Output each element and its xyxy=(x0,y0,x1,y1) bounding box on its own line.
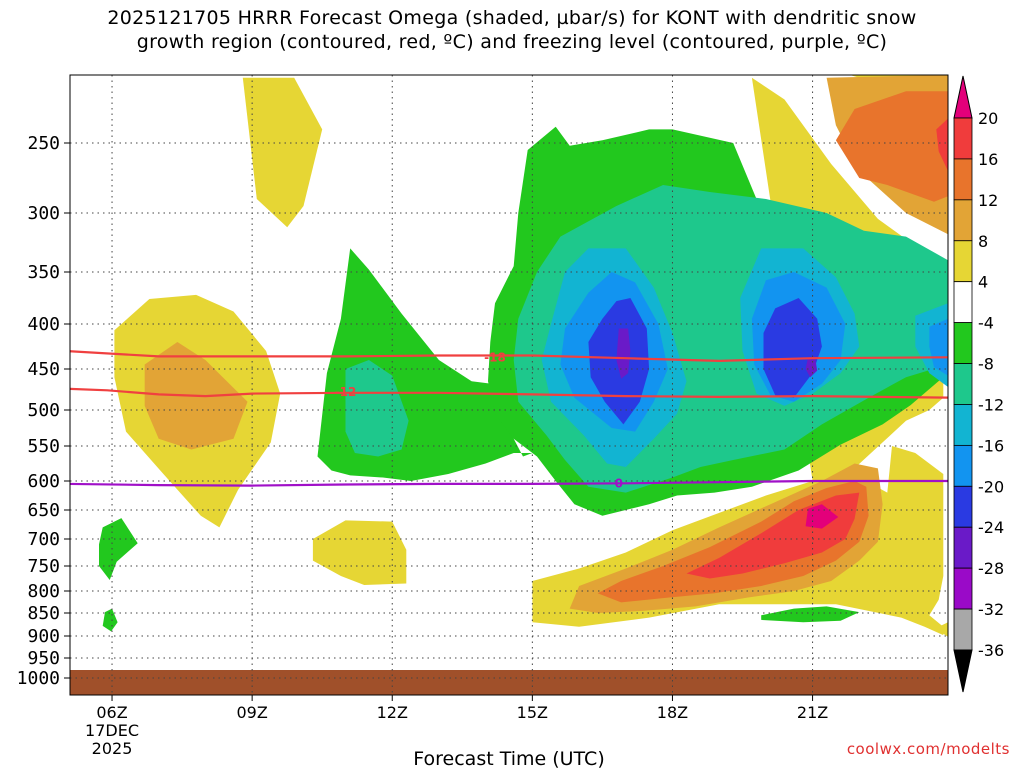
colorbar-segment-9 xyxy=(953,485,973,528)
x-tick-year-label: 2025 xyxy=(92,739,133,758)
y-tick-label-650: 650 xyxy=(27,500,60,521)
x-tick-label-06Z: 06Z xyxy=(96,703,127,722)
omega-region-green-27 xyxy=(99,518,138,580)
colorbar-label--24: -24 xyxy=(978,518,1004,537)
omega-region-yellow-0 xyxy=(242,77,323,228)
x-tick-label-18Z: 18Z xyxy=(657,703,688,722)
colorbar-segment-11 xyxy=(953,567,973,610)
omega-region-green-28 xyxy=(102,608,118,632)
x-tick-date-label: 17DEC xyxy=(85,721,139,740)
y-tick-label-1000: 1000 xyxy=(17,668,60,689)
colorbar-segment-0 xyxy=(953,117,973,160)
colorbar-segment-3 xyxy=(953,240,973,283)
omega-region-teal-5 xyxy=(345,360,409,457)
colorbar-label--20: -20 xyxy=(978,477,1004,496)
chart-title-line-1: 2025121705 HRRR Forecast Omega (shaded, … xyxy=(107,7,917,29)
colorbar-label-8: 8 xyxy=(978,232,988,251)
y-tick-label-800: 800 xyxy=(27,581,60,602)
x-tick-label-12Z: 12Z xyxy=(377,703,408,722)
contour-labels: -18 -12 0 xyxy=(335,350,623,490)
colorbar-segment-6 xyxy=(953,363,973,405)
y-tick-label-750: 750 xyxy=(27,556,60,577)
omega-region-purple-21 xyxy=(616,328,631,379)
colorbar-legend: 20 16 12 8 4 -4 -8 -12 -16 -20 -24 -28 -32 -36 xyxy=(953,75,1004,693)
y-tick-label-500: 500 xyxy=(27,400,60,421)
y-tick-label-850: 850 xyxy=(27,603,60,624)
y-tick-label-300: 300 xyxy=(27,203,60,224)
contour-layer xyxy=(70,350,948,487)
omega-region-blue-18 xyxy=(929,318,948,376)
y-tick-label-350: 350 xyxy=(27,262,60,283)
colorbar-bottom-arrow xyxy=(953,649,973,693)
x-tick-label-15Z: 15Z xyxy=(517,703,548,722)
contour-dgz-minus-18 xyxy=(70,350,948,363)
omega-shading-layer xyxy=(99,75,948,637)
colorbar-segment-1 xyxy=(953,158,973,201)
x-axis-label: Forecast Time (UTC) xyxy=(413,748,604,768)
omega-region-yellow-3 xyxy=(312,520,407,585)
y-tick-label-700: 700 xyxy=(27,529,60,550)
colorbar-label-16: 16 xyxy=(978,150,998,169)
colorbar-label-4: 4 xyxy=(978,273,988,292)
colorbar-label--8: -8 xyxy=(978,355,994,374)
colorbar-segment-8 xyxy=(953,444,973,487)
omega-region-purple-22 xyxy=(805,356,818,378)
omega-region-red-10 xyxy=(936,118,948,171)
colorbar-segment-7 xyxy=(953,404,973,446)
x-tick-label-09Z: 09Z xyxy=(236,703,267,722)
x-tick-label-21Z: 21Z xyxy=(797,703,828,722)
colorbar-label--16: -16 xyxy=(978,436,1004,455)
colorbar-label--32: -32 xyxy=(978,600,1004,619)
y-axis-pressure: 2503003504004505005506006507007508008509… xyxy=(17,133,70,689)
colorbar-segment-10 xyxy=(953,526,973,569)
contour-label-dgz-minus-18: -18 xyxy=(484,350,506,364)
omega-region-darkblue-20 xyxy=(763,298,822,398)
plot-frame xyxy=(69,74,949,696)
contour-freezing-level-0 xyxy=(70,479,948,487)
y-tick-label-900: 900 xyxy=(27,626,60,647)
colorbar-label--4: -4 xyxy=(978,314,994,333)
omega-region-green-29 xyxy=(761,606,860,623)
colorbar-top-arrow xyxy=(953,75,973,119)
omega-region-yellow-30 xyxy=(938,622,948,637)
colorbar-label--36: -36 xyxy=(978,641,1004,660)
y-tick-label-550: 550 xyxy=(27,436,60,457)
credit-link[interactable]: coolwx.com/modelts xyxy=(846,740,1010,758)
y-tick-label-600: 600 xyxy=(27,471,60,492)
colorbar-segment-12 xyxy=(953,608,973,651)
chart-title: 2025121705 HRRR Forecast Omega (shaded, … xyxy=(0,6,1024,54)
colorbar-label--28: -28 xyxy=(978,559,1004,578)
colorbar-segment-2 xyxy=(953,199,973,242)
chart-title-line-2: growth region (contoured, red, ºC) and f… xyxy=(136,31,888,53)
contour-label-dgz-minus-12: -12 xyxy=(335,385,357,399)
contour-label-freezing-level-0: 0 xyxy=(615,476,623,490)
colorbar-segment-4 xyxy=(953,281,973,324)
y-tick-label-450: 450 xyxy=(27,359,60,380)
colorbar-label-12: 12 xyxy=(978,191,998,210)
colorbar-label--12: -12 xyxy=(978,395,1004,414)
colorbar-label-20: 20 xyxy=(978,109,998,128)
y-tick-label-950: 950 xyxy=(27,648,60,669)
ground-below-surface xyxy=(70,670,948,695)
contour-dgz-minus-12 xyxy=(70,387,948,399)
y-tick-label-250: 250 xyxy=(27,133,60,154)
y-tick-label-400: 400 xyxy=(27,314,60,335)
colorbar-segment-5 xyxy=(953,322,973,364)
omega-region-orange-9 xyxy=(835,91,948,202)
